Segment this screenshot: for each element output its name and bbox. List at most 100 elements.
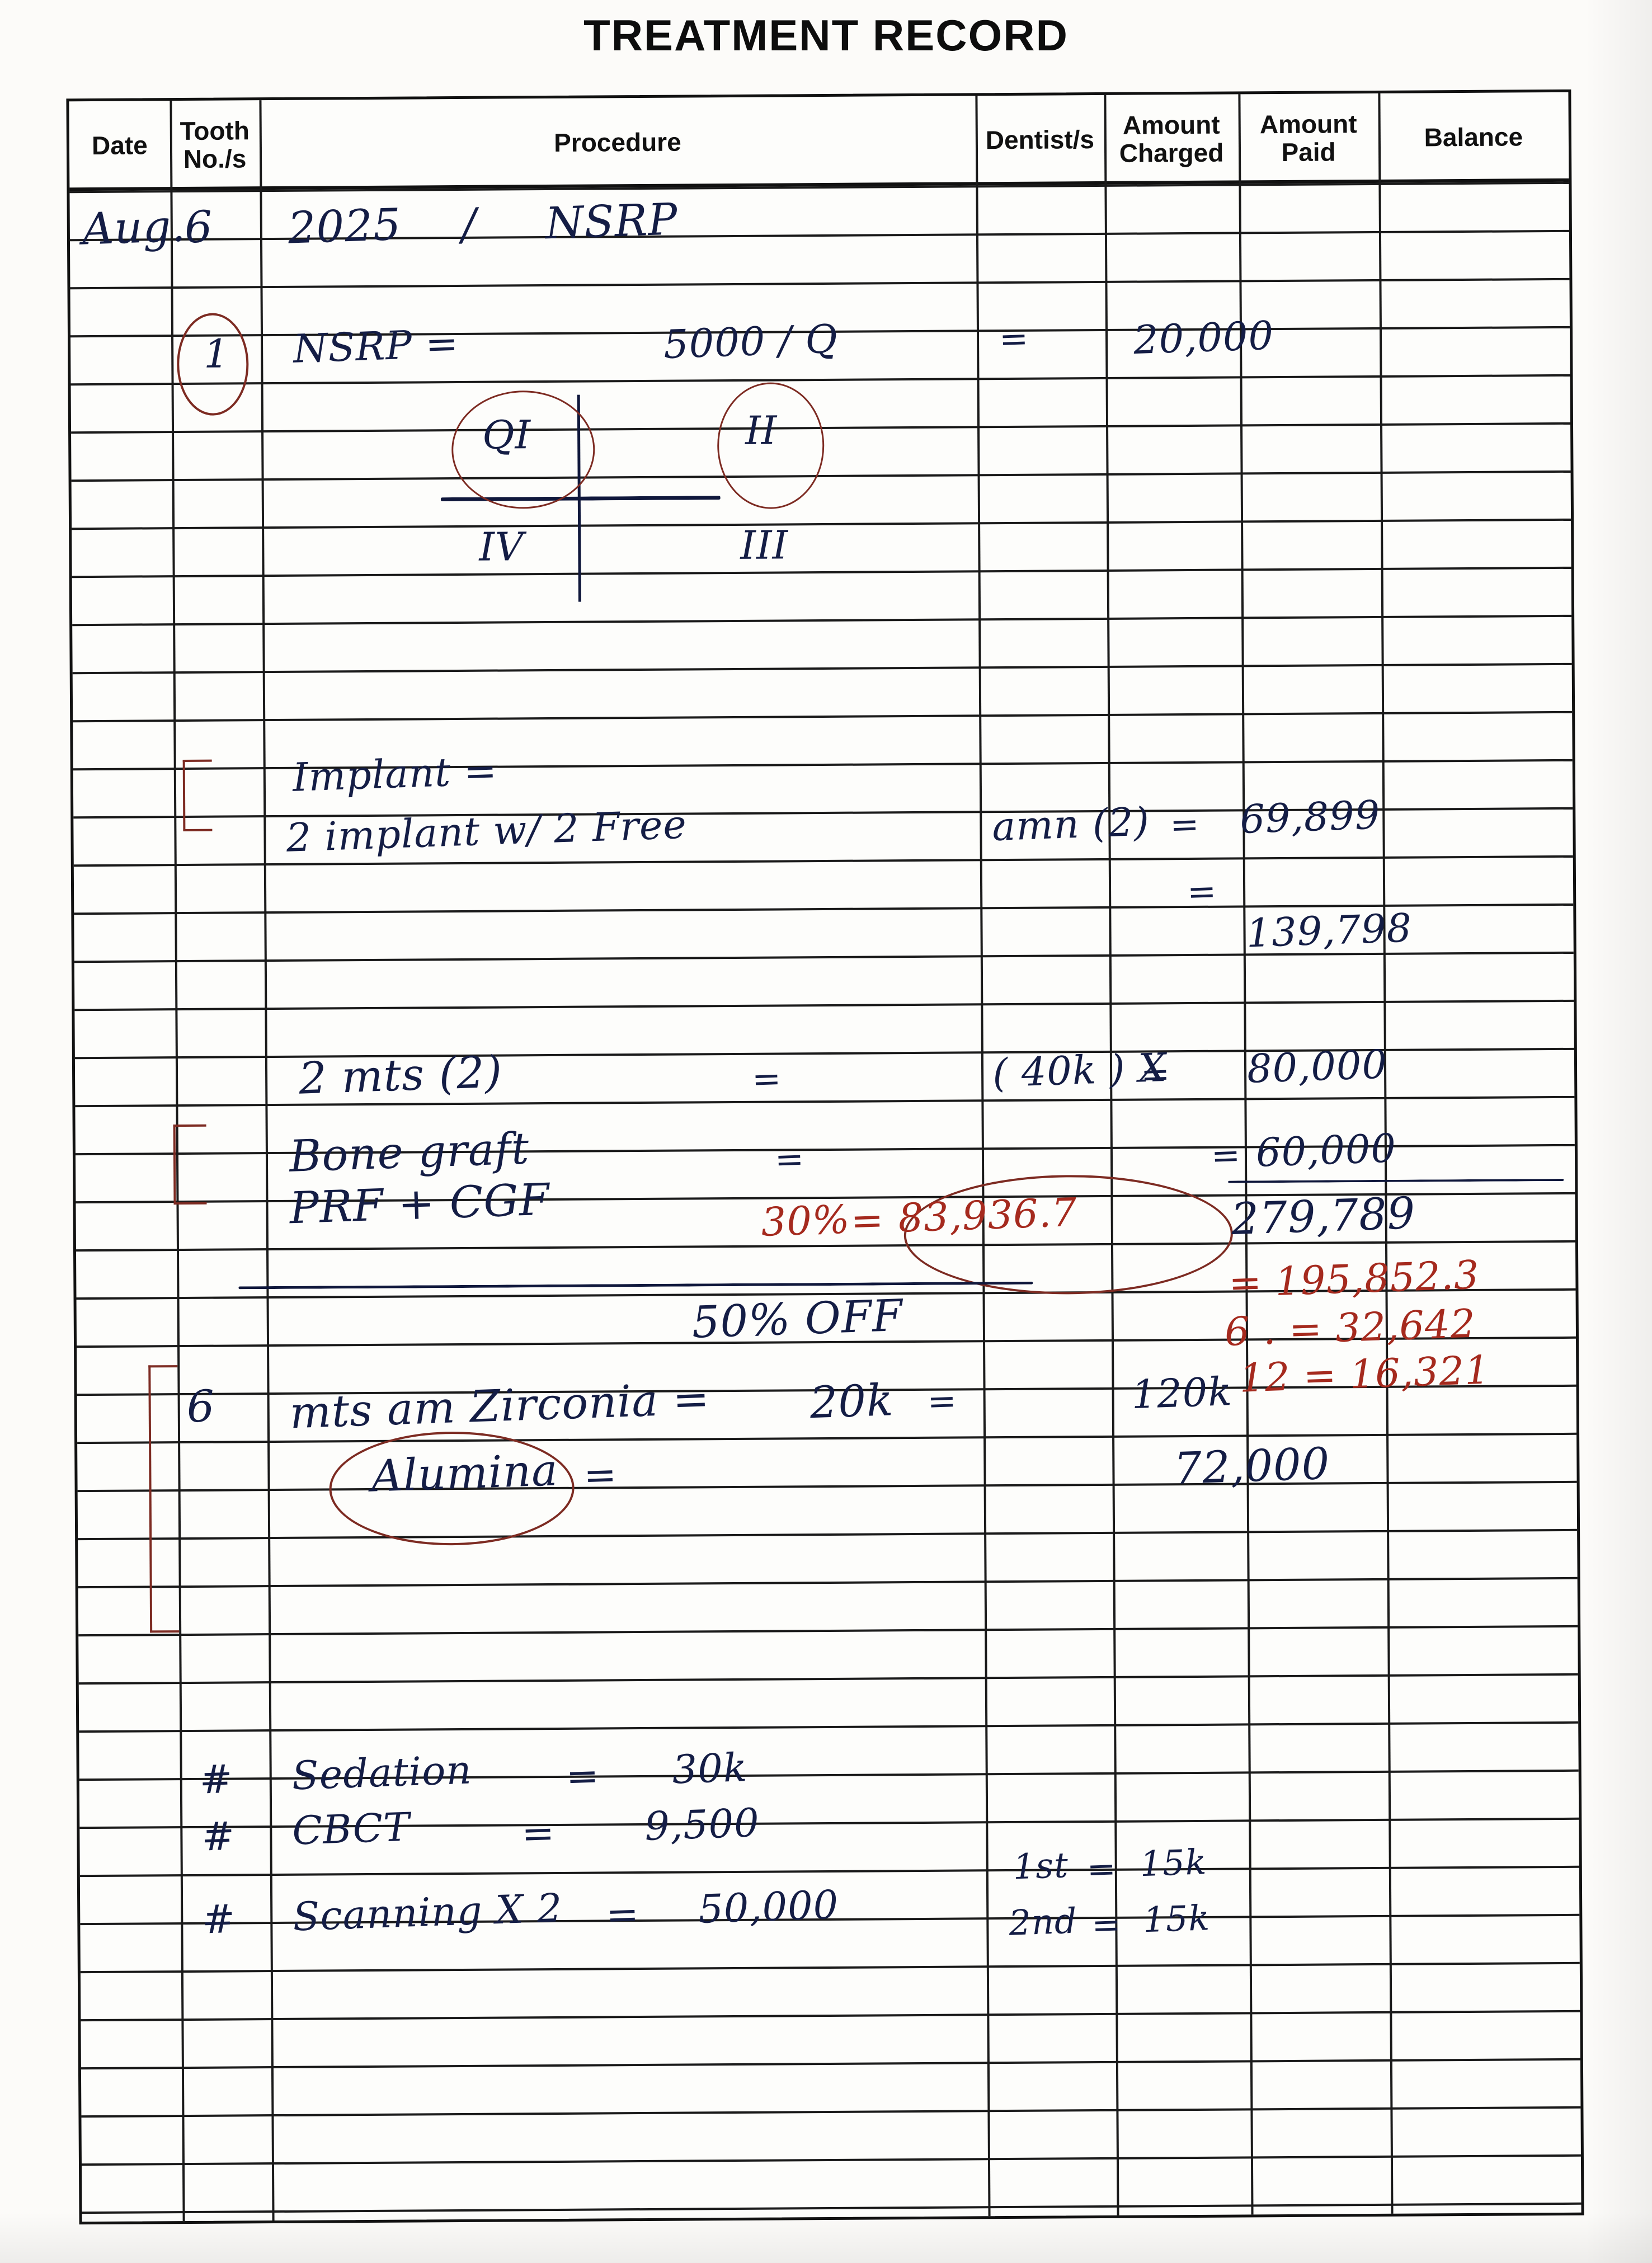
entry-tooth: 6 [183,201,214,253]
ruled-line [74,999,1574,1011]
ruled-line [82,2202,1582,2214]
entry-zirconia-rate: 20k [809,1375,895,1429]
entry-implant-unit-label: amn (2) [991,798,1151,850]
entry-first-payment-label: 1st [1012,1845,1070,1888]
graft-strike-line [238,1281,1033,1290]
entry-slash: / [460,199,478,251]
ruled-line [78,1577,1578,1589]
entry-cbct-mark: # [201,1813,236,1860]
entry-nsrp-title: NSRP [544,194,679,250]
entry-scan-amount: 50,000 [697,1881,840,1932]
entry-nsrp-eq: = [998,318,1030,360]
ruled-line [78,1673,1578,1685]
entry-split-12: 12 = 16,321 [1239,1347,1491,1401]
ruled-line [80,1961,1580,1974]
entry-first-payment-eq: = [1086,1848,1117,1890]
entry-bone-graft: Bone graft [288,1123,530,1182]
ruled-line [70,374,1570,386]
entry-scan-eq: = [605,1891,641,1939]
entry-second-payment-eq: = [1091,1904,1122,1946]
ruled-line [78,1625,1578,1637]
entry-units-eq2: = [1140,1053,1171,1095]
entry-quadrant-upper-right: II [745,407,778,454]
ruled-line [78,1528,1578,1541]
ruled-line [70,277,1570,290]
entry-discount-pct: 30% [760,1196,851,1245]
entry-discount-value: 83,936.7 [897,1189,1078,1241]
entry-scan-mark: # [201,1895,237,1943]
ruled-line [72,662,1572,675]
page-title: TREATMENT RECORD [583,11,1069,60]
entry-quadrant-lower-right: III [740,522,789,568]
entry-prf-cgf: PRF + CGF [289,1174,551,1234]
column-header-dentist: Dentist/s [985,125,1095,155]
entry-sedation-eq: = [565,1752,600,1800]
column-header-procedure: Procedure [553,127,681,158]
ruled-line [81,2058,1580,2070]
treatment-record-table: Date Tooth No./s Procedure Dentist/s Amo… [66,89,1584,2225]
ruled-line [79,1721,1579,1733]
ruled-line [72,566,1571,578]
entry-implant-line: 2 implant w/ 2 Free [285,801,688,861]
bracket-graft-group [173,1124,207,1205]
column-divider-3 [975,96,991,2217]
ruled-line [72,518,1571,530]
entry-alumina-eq: = [583,1451,618,1499]
entry-sedation-amount: 30k [671,1744,749,1793]
entry-implant-header: Implant = [291,747,498,801]
ruled-line [74,951,1574,963]
entry-cbct-label: CBCT [291,1804,411,1854]
entry-split-6: 6 . = 32,642 [1223,1300,1477,1355]
subtotal-overline [1228,1178,1564,1183]
entry-graft-eq: = [774,1138,806,1180]
entry-implant-total-eq: = [1186,870,1218,912]
entry-quadrant-lower-left: IV [479,524,524,570]
entry-nsrp-amount: 20,000 [1132,312,1275,364]
entry-units-eq1: = [751,1057,783,1100]
entry-zirconia-amount: 120k [1131,1368,1233,1418]
column-header-balance: Balance [1424,122,1523,152]
entry-year: 2025 [287,199,402,254]
ruled-line [81,2010,1580,2022]
entry-implant-unit-amount: 69,899 [1239,792,1381,843]
entry-alumina-label: Alumina [370,1445,559,1502]
ruled-line [79,1865,1579,1878]
column-header-date: Date [91,130,148,161]
entry-graft-eq2: = [1210,1134,1242,1177]
table-header-row: Date Tooth No./s Procedure Dentist/s Amo… [69,92,1569,191]
entry-subtotal: 279,789 [1230,1188,1416,1245]
entry-cbct-eq: = [520,1810,556,1857]
column-header-charged: Amount Charged [1119,110,1224,168]
entry-quadrant-upper-left: QI [482,412,531,458]
ruled-line [71,470,1571,482]
entry-zirconia-eq: = [926,1380,958,1422]
entry-fifty-off: 50% OFF [691,1290,904,1348]
entry-sedation-mark: # [199,1756,234,1803]
entry-scan-label: Scanning X 2 [291,1885,563,1940]
entry-units-line: 2 mts (2) [298,1047,503,1104]
ruled-line [73,711,1573,723]
ruled-line [81,2106,1581,2118]
ruled-line [71,422,1571,434]
ruled-line [81,2154,1581,2166]
entry-implant-total: 139,798 [1245,905,1413,957]
entry-zirconia-line: mts am Zirconia = [289,1373,711,1439]
entry-nsrp-marker: 1 [203,331,230,377]
entry-second-payment-label: 2nd [1008,1900,1078,1944]
entry-nsrp-label: NSRP = [292,320,460,372]
entry-implant-eq: = [1169,803,1201,845]
entry-net-value: = 195,852.3 [1228,1252,1480,1306]
entry-units-amount: 80,000 [1246,1041,1389,1092]
ruled-line [72,614,1572,627]
entry-sedation-label: Sedation [291,1747,473,1799]
column-divider-4 [1104,95,1119,2215]
ruled-line [77,1480,1577,1493]
entry-discount-eq: = [850,1197,885,1244]
entry-zirconia-count: 6 [186,1381,216,1433]
entry-nsrp-rate: 5000 / Q [662,316,839,368]
entry-cbct-amount: 9,500 [643,1799,761,1850]
paper-edge-shadow [1585,0,1652,2263]
column-divider-2 [259,100,275,2221]
column-header-paid: Amount Paid [1259,109,1357,167]
bracket-zirconia-group [148,1365,180,1633]
